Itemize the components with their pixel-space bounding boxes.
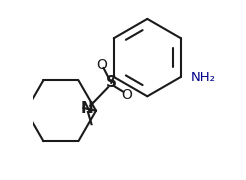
Text: O: O [121, 88, 132, 102]
Text: NH₂: NH₂ [191, 71, 216, 84]
Text: N: N [81, 100, 93, 116]
Text: O: O [96, 58, 107, 72]
Text: S: S [106, 75, 117, 90]
